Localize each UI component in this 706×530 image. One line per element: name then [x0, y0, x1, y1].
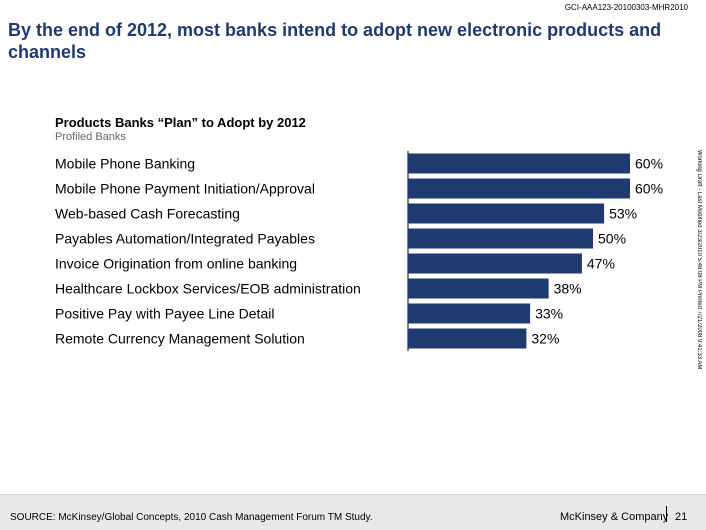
footer-brand: McKinsey & Company — [560, 511, 669, 523]
page-number: 21 — [675, 511, 688, 523]
footer-bar — [0, 494, 706, 530]
category-label: Positive Pay with Payee Line Detail — [55, 306, 274, 322]
category-label: Healthcare Lockbox Services/EOB administ… — [55, 281, 361, 297]
bar — [408, 278, 549, 299]
bar — [408, 153, 630, 174]
footer-separator — [666, 506, 667, 522]
chart-subtitle: Profiled Banks — [55, 131, 126, 143]
side-draft-stamp: Working Draft - Last Modified 3/23/2010 … — [696, 150, 702, 370]
footer-source: SOURCE: McKinsey/Global Concepts, 2010 C… — [10, 512, 373, 523]
value-label: 32% — [531, 331, 559, 347]
bar — [408, 178, 630, 199]
category-label: Mobile Phone Payment Initiation/Approval — [55, 181, 315, 197]
value-label: 38% — [554, 281, 582, 297]
category-label: Mobile Phone Banking — [55, 156, 195, 172]
category-label: Payables Automation/Integrated Payables — [55, 231, 315, 247]
bar — [408, 203, 605, 224]
category-label: Invoice Origination from online banking — [55, 256, 297, 272]
bar — [408, 228, 593, 249]
chart-title: Products Banks “Plan” to Adopt by 2012 — [55, 115, 306, 130]
page-headline: By the end of 2012, most banks intend to… — [8, 20, 662, 62]
bar — [408, 253, 582, 274]
document-id: GCI-AAA123-20100303-MHR2010 — [564, 3, 688, 12]
value-label: 33% — [535, 306, 563, 322]
value-label: 60% — [635, 156, 663, 172]
category-label: Remote Currency Management Solution — [55, 331, 305, 347]
bar — [408, 328, 527, 349]
value-label: 50% — [598, 231, 626, 247]
bar-chart: Mobile Phone Banking 60% Mobile Phone Paym… — [55, 151, 663, 351]
value-label: 47% — [587, 256, 615, 272]
value-label: 60% — [635, 181, 663, 197]
category-label: Web-based Cash Forecasting — [55, 206, 240, 222]
value-label: 53% — [609, 206, 637, 222]
bar — [408, 303, 531, 324]
